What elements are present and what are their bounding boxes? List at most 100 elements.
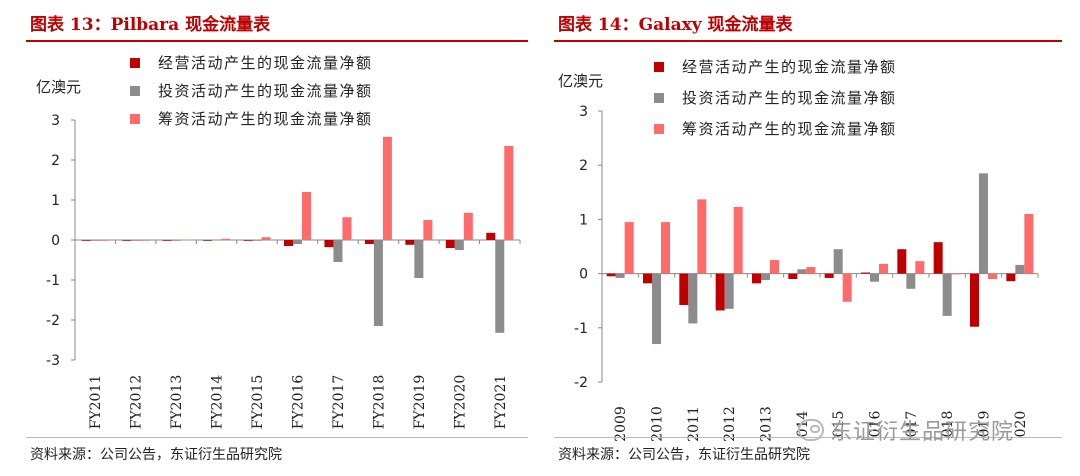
bar bbox=[90, 240, 100, 241]
y-unit-label: 亿澳元 bbox=[36, 78, 81, 96]
bar bbox=[495, 240, 505, 333]
x-tick-label: FY2018 bbox=[371, 375, 387, 430]
bar bbox=[1024, 213, 1034, 274]
legend-swatch bbox=[130, 114, 140, 124]
x-tick-label: FY2011 bbox=[88, 375, 104, 430]
bar bbox=[842, 273, 852, 302]
bar bbox=[715, 273, 725, 311]
bar bbox=[752, 273, 761, 284]
bar bbox=[724, 273, 734, 309]
bar bbox=[906, 273, 916, 289]
x-tick-label: 2010 bbox=[650, 406, 666, 442]
x-tick-label: 018 bbox=[940, 411, 956, 438]
watermark-text: 东证衍生品研究院 bbox=[830, 420, 1015, 445]
bar bbox=[293, 240, 302, 244]
bar bbox=[942, 273, 952, 316]
x-tick-label: FY2021 bbox=[493, 375, 509, 430]
bar bbox=[606, 273, 616, 277]
source-note: 资料来源：公司公告，东证衍生品研究院 bbox=[558, 447, 810, 463]
bar bbox=[324, 240, 334, 248]
y-tick-label: 0 bbox=[579, 267, 588, 283]
bar bbox=[99, 240, 109, 241]
bar bbox=[414, 240, 424, 278]
bar bbox=[770, 260, 779, 274]
y-tick-label: 0 bbox=[51, 233, 60, 249]
bar bbox=[761, 273, 770, 281]
legend-label: 投资活动产生的现金流量净额 bbox=[158, 82, 373, 100]
bar bbox=[624, 222, 634, 274]
bar bbox=[806, 267, 816, 274]
x-tick-label: 019 bbox=[977, 411, 993, 438]
x-tick-label: FY2017 bbox=[331, 375, 347, 430]
x-tick-label: 016 bbox=[868, 411, 884, 438]
bar bbox=[122, 240, 132, 241]
legend-label: 筹资活动产生的现金流量净额 bbox=[682, 120, 897, 138]
bar bbox=[688, 273, 698, 324]
x-tick-label: FY2012 bbox=[129, 375, 145, 430]
legend-swatch bbox=[654, 124, 664, 134]
bar bbox=[373, 240, 383, 326]
bar bbox=[221, 238, 231, 240]
bar bbox=[643, 273, 652, 284]
y-tick-label: 3 bbox=[579, 104, 588, 120]
bar bbox=[915, 261, 925, 274]
x-tick-label: FY2013 bbox=[169, 375, 185, 430]
chart-panel-galaxy: 图表 14：Galaxy 现金流量表 亿澳元 3 2 1 0 -1 -2 2009 2010 20… bbox=[544, 0, 1080, 476]
watermark: 东证衍生品研究院 bbox=[798, 410, 1060, 450]
bar bbox=[661, 222, 670, 274]
bar bbox=[870, 273, 879, 282]
x-tick-label: 017 bbox=[904, 411, 920, 438]
cashflow-chart-pilbara: 亿澳元 3 2 1 0 -1 -2 -3 FY2011 FY2012 FY2013 FY2014 FY2… bbox=[36, 54, 521, 430]
y-tick-label: -3 bbox=[46, 353, 60, 369]
title-rule bbox=[554, 40, 1062, 42]
legend-swatch bbox=[654, 93, 664, 103]
wechat-logo-icon bbox=[798, 419, 824, 441]
bar bbox=[212, 239, 222, 241]
y-tick-label: 2 bbox=[579, 158, 588, 174]
x-tick-label: FY2020 bbox=[452, 375, 468, 430]
source-note: 资料来源：公司公告，东证衍生品研究院 bbox=[30, 447, 282, 463]
y-tick-label: -2 bbox=[574, 375, 588, 391]
figure-title: 图表 14：Galaxy 现金流量表 bbox=[558, 15, 793, 35]
bar bbox=[1015, 264, 1025, 274]
bar bbox=[131, 240, 141, 241]
bar bbox=[933, 242, 943, 274]
y-tick-label: 3 bbox=[51, 113, 60, 129]
title-rule bbox=[26, 40, 528, 42]
y-tick-label: -1 bbox=[46, 273, 60, 289]
x-tick-label: FY2019 bbox=[412, 375, 428, 430]
bar bbox=[897, 249, 907, 274]
x-tick-label: FY2015 bbox=[250, 375, 266, 430]
bar bbox=[405, 240, 415, 245]
bar bbox=[1006, 273, 1016, 282]
bar bbox=[333, 240, 343, 262]
bar bbox=[423, 220, 433, 240]
bar bbox=[445, 240, 455, 248]
bar bbox=[382, 136, 392, 240]
bar bbox=[504, 146, 514, 240]
legend-swatch bbox=[654, 62, 664, 72]
x-tick-label: FY2014 bbox=[210, 375, 226, 430]
bar bbox=[140, 240, 150, 241]
legend-swatch bbox=[130, 86, 140, 96]
bar bbox=[697, 199, 707, 274]
bar bbox=[797, 269, 807, 274]
bar bbox=[979, 173, 988, 274]
bar bbox=[81, 240, 91, 241]
y-tick-label: -1 bbox=[574, 321, 588, 337]
bar bbox=[652, 273, 661, 345]
bar bbox=[615, 273, 625, 278]
y-tick-label: -2 bbox=[46, 313, 60, 329]
bar bbox=[788, 273, 798, 280]
bar bbox=[879, 263, 888, 274]
bar bbox=[364, 240, 374, 244]
bar bbox=[162, 240, 172, 241]
x-tick-label: 2011 bbox=[686, 406, 702, 442]
bar bbox=[486, 232, 496, 240]
bar bbox=[243, 240, 253, 241]
source-rule bbox=[26, 437, 528, 438]
bar bbox=[261, 237, 271, 240]
bar bbox=[733, 206, 743, 274]
figure-title: 图表 13：Pilbara 现金流量表 bbox=[30, 15, 271, 35]
legend-swatch bbox=[130, 58, 140, 68]
